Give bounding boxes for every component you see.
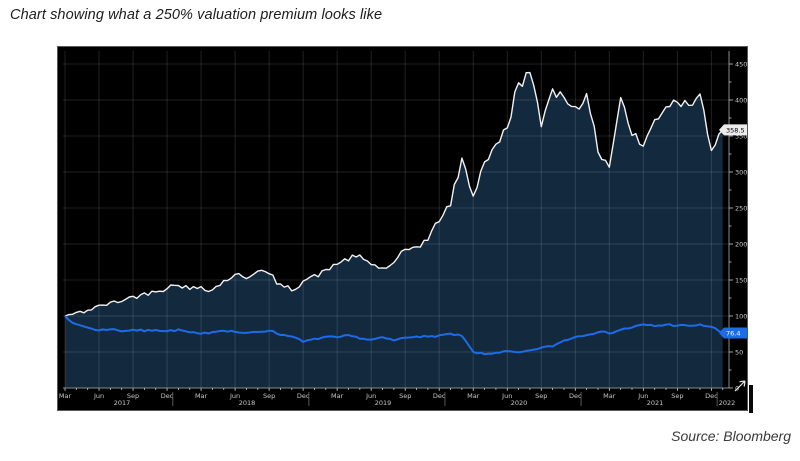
svg-text:50: 50: [735, 348, 743, 356]
svg-text:2018: 2018: [239, 399, 256, 407]
svg-text:Dec: Dec: [433, 392, 446, 400]
svg-text:Dec: Dec: [161, 392, 174, 400]
svg-text:2020: 2020: [511, 399, 528, 407]
svg-text:Dec: Dec: [705, 392, 718, 400]
svg-text:2021: 2021: [647, 399, 664, 407]
gridlines: [63, 51, 729, 388]
svg-text:Sep: Sep: [671, 392, 683, 400]
svg-text:Sep: Sep: [399, 392, 411, 400]
svg-text:Mar: Mar: [195, 392, 208, 400]
text-cursor-artifact: [749, 385, 753, 413]
svg-text:2017: 2017: [114, 399, 131, 407]
svg-text:100: 100: [735, 312, 747, 320]
svg-text:400: 400: [735, 96, 747, 104]
last-value-badge-white: [719, 124, 747, 136]
svg-text:Sep: Sep: [127, 392, 139, 400]
last-value-badge-blue: [719, 327, 747, 339]
last-value-badge-blue-label: 76.4: [726, 329, 740, 337]
svg-text:Jun: Jun: [93, 392, 104, 400]
svg-text:Mar: Mar: [331, 392, 344, 400]
svg-text:350: 350: [735, 132, 747, 140]
svg-text:Sep: Sep: [263, 392, 275, 400]
svg-text:Mar: Mar: [467, 392, 480, 400]
figure-caption: Chart showing what a 250% valuation prem…: [10, 7, 383, 23]
svg-text:2022: 2022: [719, 399, 736, 407]
svg-text:Dec: Dec: [569, 392, 582, 400]
svg-text:200: 200: [735, 240, 747, 248]
svg-text:Jun: Jun: [637, 392, 648, 400]
svg-text:2019: 2019: [375, 399, 392, 407]
area-fill: [65, 72, 723, 388]
x-axis-labels: Mar Jun Sep Dec Mar Jun Sep Dec Mar Jun Sep Dec Mar J…: [59, 388, 735, 407]
svg-text:Mar: Mar: [59, 392, 72, 400]
axis-end-arrow-icon: [734, 380, 746, 392]
last-value-badge-white-label: 358.5: [726, 126, 745, 134]
svg-text:150: 150: [735, 276, 747, 284]
source-credit: Source: Bloomberg: [671, 428, 791, 444]
svg-text:250: 250: [735, 204, 747, 212]
svg-text:Sep: Sep: [535, 392, 547, 400]
series-line-white: [64, 71, 724, 317]
svg-text:Jun: Jun: [365, 392, 376, 400]
svg-text:450: 450: [735, 60, 747, 68]
svg-text:300: 300: [735, 168, 747, 176]
chart-panel: 0 50 100 150 200 250 300 350 400 450 Mar Jun Sep Dec M…: [57, 46, 748, 411]
svg-text:Jun: Jun: [229, 392, 240, 400]
svg-text:Dec: Dec: [297, 392, 310, 400]
svg-text:Jun: Jun: [501, 392, 512, 400]
series-line-blue: [64, 315, 724, 356]
svg-text:Mar: Mar: [603, 392, 616, 400]
